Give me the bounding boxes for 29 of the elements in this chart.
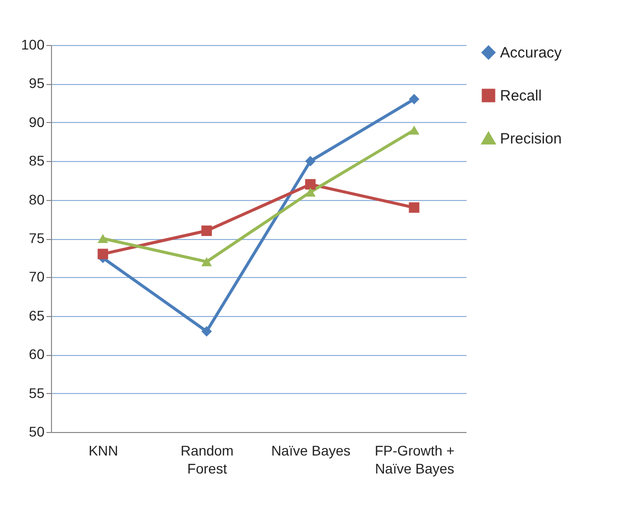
point [305, 188, 316, 197]
y-tick-label: 70 [28, 268, 45, 285]
legend-label: Accuracy [500, 44, 562, 62]
point [98, 234, 108, 244]
y-tick-label: 75 [28, 230, 45, 246]
point [98, 248, 108, 260]
y-tick-label: 60 [28, 346, 45, 362]
point [305, 156, 316, 166]
point [408, 94, 420, 104]
point [201, 257, 212, 266]
point [305, 179, 316, 190]
x-tick-label: FP-Growth + Naïve Bayes [374, 442, 454, 476]
y-tick-label: 90 [28, 114, 45, 130]
y-tick-label: 65 [28, 307, 45, 324]
x-tick-label: Random Forest [180, 442, 234, 476]
x-tick-label: KNN [88, 442, 118, 458]
y-tick-label: 95 [28, 75, 45, 92]
y-tick-label: 100 [21, 36, 45, 52]
point [408, 202, 420, 213]
point [201, 326, 212, 337]
y-tick-label: 55 [28, 384, 45, 401]
point [201, 226, 212, 236]
point [408, 126, 420, 135]
y-tick-label: 85 [28, 152, 45, 169]
legend-label: Recall [500, 88, 542, 104]
y-tick-label: 80 [28, 191, 45, 208]
y-tick-label: 50 [28, 424, 45, 440]
legend-label: Precision [500, 130, 562, 148]
x-tick-label: Naïve Bayes [271, 442, 351, 458]
